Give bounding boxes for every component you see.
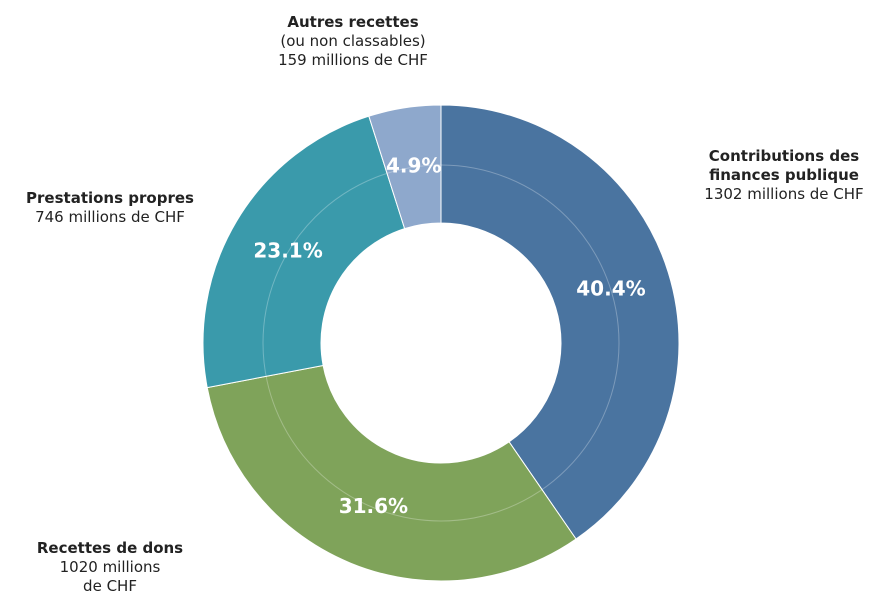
percent-label: 31.6% bbox=[339, 494, 408, 518]
category-name: Prestations propres bbox=[26, 189, 194, 207]
ring-line bbox=[262, 164, 620, 522]
amount-label: 1302 millions de CHF bbox=[704, 185, 864, 203]
amount-label: 746 millions de CHF bbox=[35, 208, 185, 226]
segment-label: Prestations propres 746 millions de CHF bbox=[0, 189, 240, 227]
donut-segment bbox=[440, 104, 680, 540]
donut-segment bbox=[368, 104, 442, 230]
category-name: Contributions des finances publique bbox=[708, 147, 860, 184]
segment-label: Recettes de dons 1020 millions de CHF bbox=[0, 539, 240, 596]
amount-label: 1020 millions de CHF bbox=[59, 558, 161, 595]
percent-label: 23.1% bbox=[253, 238, 322, 262]
donut-segment bbox=[206, 364, 577, 582]
category-note: (ou non classables) bbox=[280, 32, 426, 50]
segment-label: Autres recettes (ou non classables) 159 mi… bbox=[223, 13, 483, 70]
category-name: Recettes de dons bbox=[36, 539, 184, 557]
percent-label: 4.9% bbox=[386, 154, 441, 178]
percent-label: 40.4% bbox=[576, 277, 645, 301]
amount-label: 159 millions de CHF bbox=[278, 51, 428, 69]
category-name: Autres recettes bbox=[287, 13, 419, 31]
segment-label: Contributions des finances publique 1302 … bbox=[654, 147, 881, 204]
donut-segment bbox=[202, 115, 406, 389]
